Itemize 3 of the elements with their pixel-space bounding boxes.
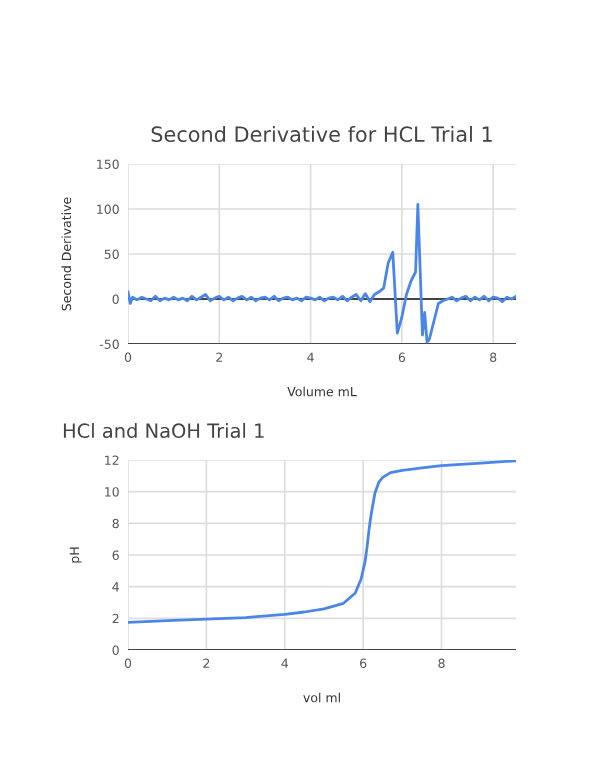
chart-title: Second Derivative for HCL Trial 1 bbox=[151, 125, 492, 143]
line-series bbox=[128, 203, 516, 344]
chart-title: HCl and NaOH Trial 1 bbox=[63, 423, 264, 439]
